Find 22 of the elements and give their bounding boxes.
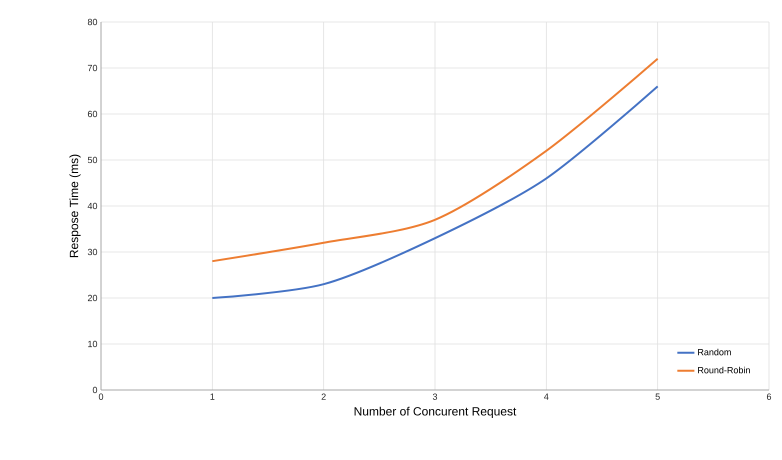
y-axis-title: Respose Time (ms) bbox=[69, 154, 81, 258]
x-tick-label: 2 bbox=[322, 394, 326, 400]
x-tick-label: 3 bbox=[432, 394, 438, 400]
y-tick-label: 20 bbox=[88, 294, 98, 302]
x-tick-label: 5 bbox=[656, 394, 660, 400]
legend-label: Round-Robin bbox=[698, 366, 750, 374]
y-tick-label: 50 bbox=[88, 156, 98, 164]
x-tick-label: 6 bbox=[766, 394, 772, 400]
line-series bbox=[211, 58, 659, 262]
x-axis-title: Number of Concurent Request bbox=[354, 406, 516, 418]
x-tick-label: 4 bbox=[544, 394, 549, 400]
legend-label: Random bbox=[698, 348, 731, 356]
y-tick-label: 30 bbox=[88, 248, 98, 256]
y-tick-label: 60 bbox=[88, 110, 98, 118]
x-tick-label: 1 bbox=[210, 394, 214, 400]
y-tick-label: 10 bbox=[88, 340, 98, 348]
y-tick-label: 40 bbox=[88, 202, 98, 210]
line-series bbox=[211, 85, 659, 299]
x-tick-label: 0 bbox=[98, 394, 104, 400]
y-tick-label: 80 bbox=[88, 18, 98, 26]
y-tick-label: 70 bbox=[88, 64, 98, 72]
y-tick-label: 0 bbox=[92, 386, 98, 394]
